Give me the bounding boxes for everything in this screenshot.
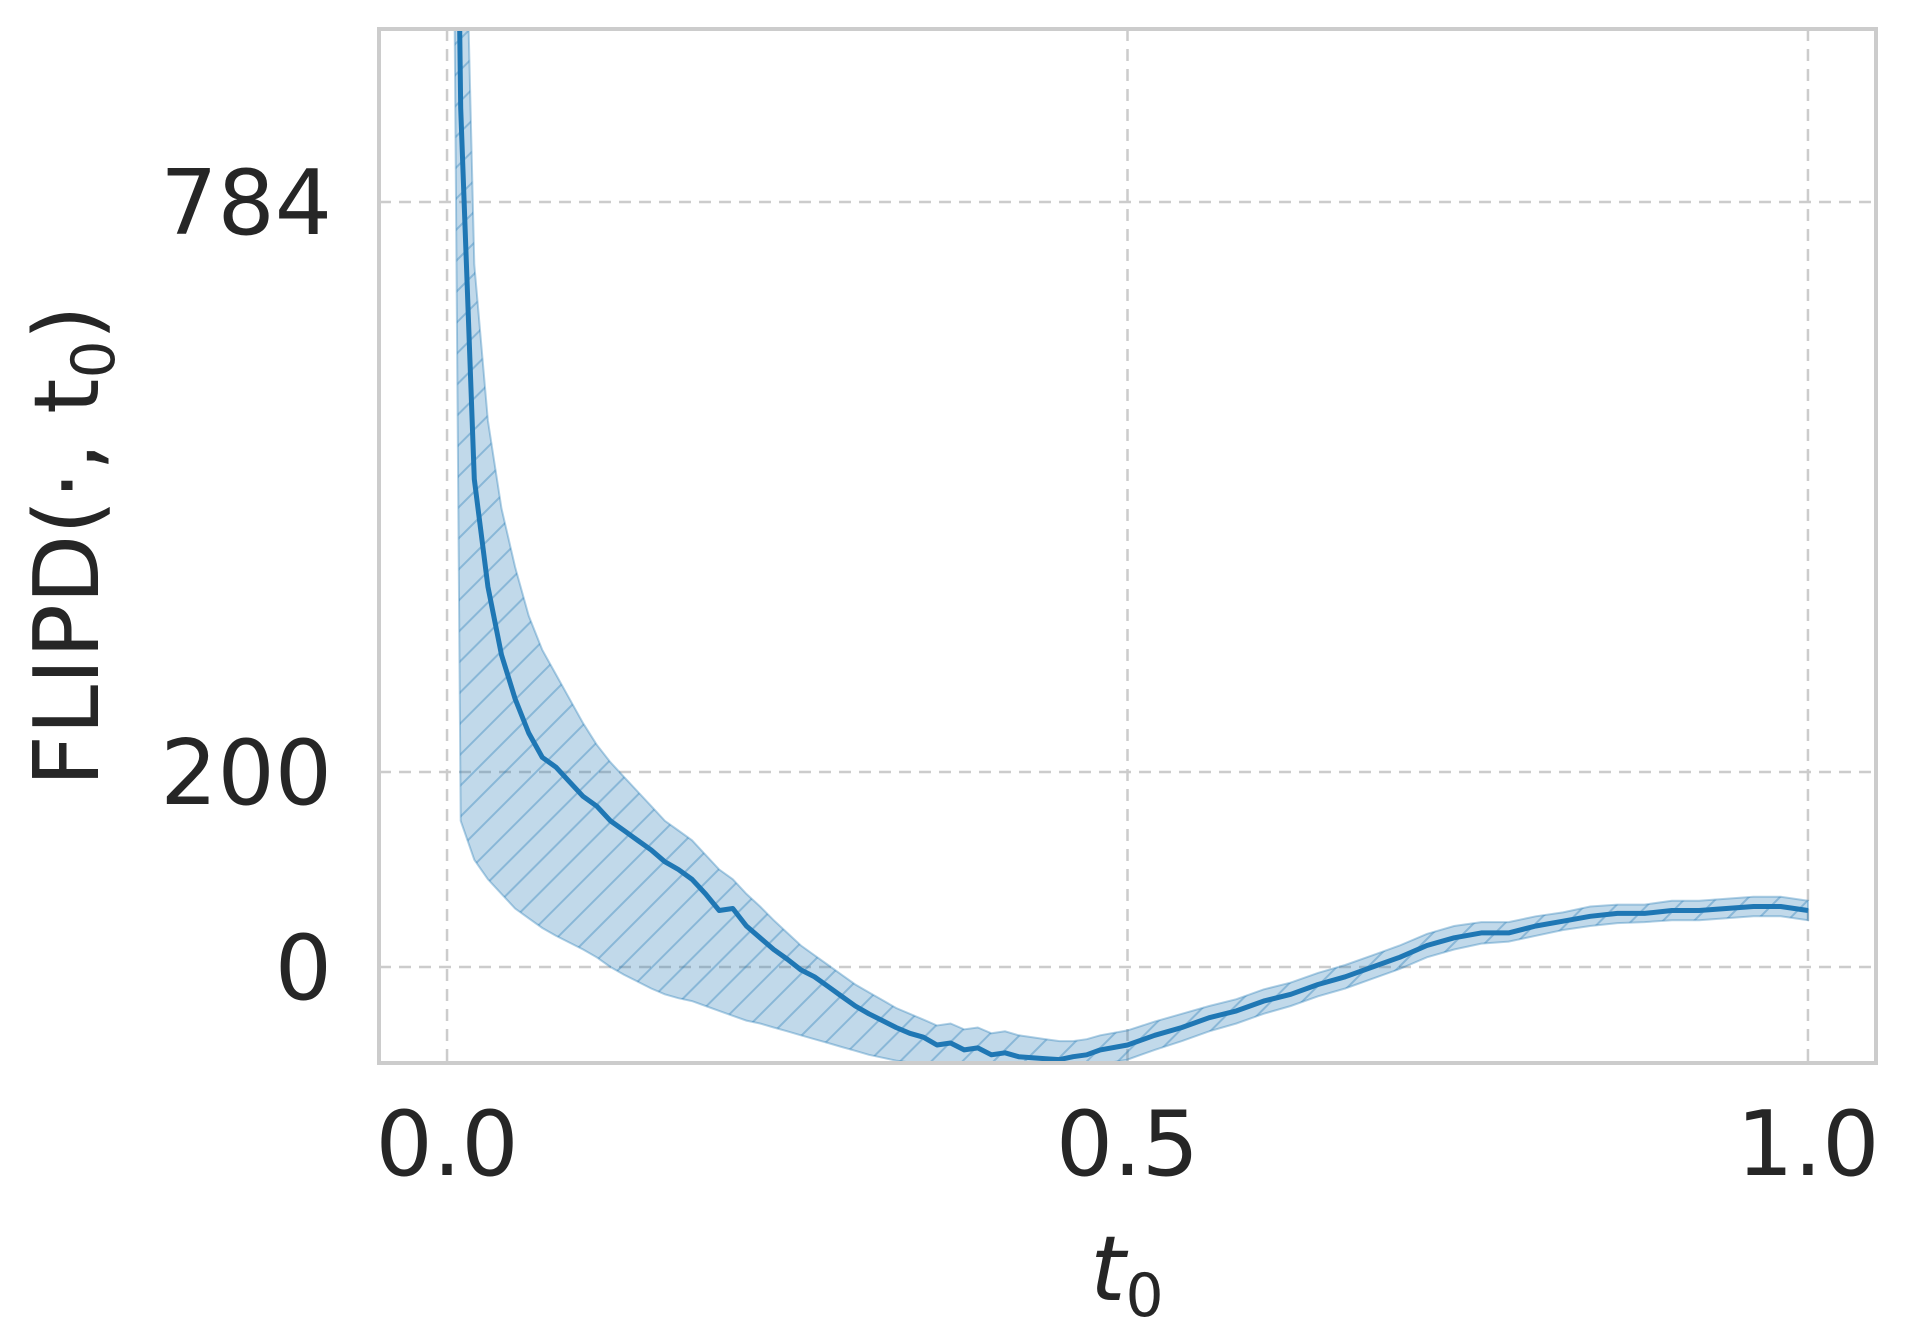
y-axis-label: FLIPD(·, t0) [15,305,129,787]
series-line [457,29,1809,1063]
x-axis-label: t0 [1090,1217,1163,1331]
x-tick-label: 0.5 [1056,1092,1199,1197]
y-tick-label: 200 [160,721,332,826]
y-tick-labels: 0 200 784 [160,151,332,1021]
plot-frame [377,27,1878,1065]
y-tick-label: 0 [275,916,332,1021]
x-tick-label: 1.0 [1736,1092,1879,1197]
x-tick-labels: 0.0 0.5 1.0 [375,1092,1879,1197]
x-tick-label: 0.0 [375,1092,518,1197]
y-tick-label: 784 [160,151,332,256]
